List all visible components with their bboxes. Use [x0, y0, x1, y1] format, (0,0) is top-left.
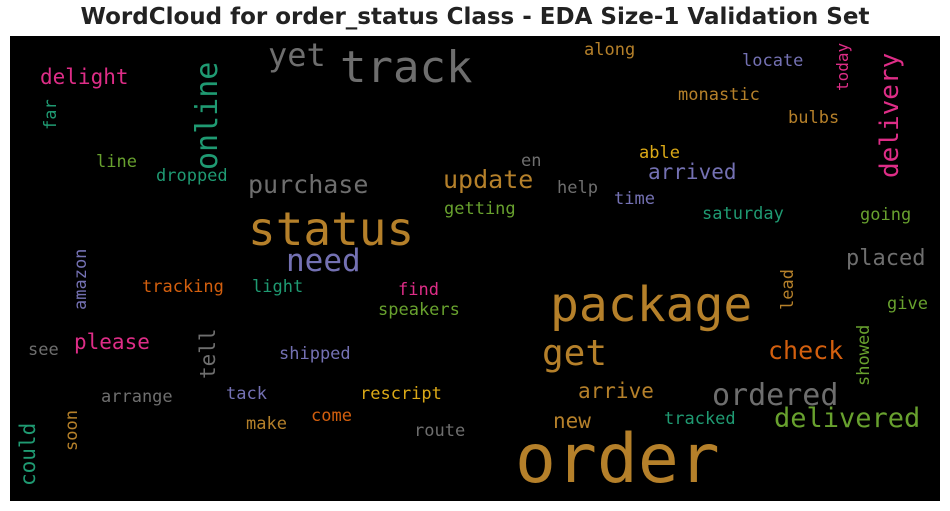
word-rescript: rescript — [360, 384, 442, 404]
word-give: give — [887, 294, 928, 314]
word-package: package — [550, 277, 753, 333]
word-come: come — [311, 406, 352, 426]
word-check: check — [768, 336, 844, 365]
word-lead: lead — [778, 269, 798, 310]
word-update: update — [443, 165, 534, 194]
word-locate: locate — [742, 51, 804, 71]
word-yet: yet — [268, 36, 326, 74]
word-new: new — [553, 409, 591, 433]
word-tell: tell — [196, 328, 220, 379]
word-amazon: amazon — [71, 248, 91, 310]
word-able: able — [639, 143, 680, 163]
word-light: light — [252, 277, 304, 297]
word-far: far — [41, 99, 61, 130]
word-order: order — [515, 420, 720, 499]
word-get: get — [542, 333, 608, 374]
word-bulbs: bulbs — [788, 108, 840, 128]
word-status: status — [248, 202, 415, 256]
word-along: along — [584, 40, 636, 60]
word-en: en — [521, 151, 542, 171]
word-tack: tack — [226, 384, 267, 404]
word-delivered: delivered — [774, 403, 921, 434]
word-line: line — [96, 152, 137, 172]
word-saturday: saturday — [702, 204, 784, 224]
word-need: need — [286, 243, 361, 279]
word-today: today — [833, 42, 852, 91]
word-soon: soon — [62, 410, 82, 451]
word-going: going — [860, 205, 912, 225]
word-route: route — [414, 421, 466, 441]
word-getting: getting — [444, 199, 516, 219]
word-time: time — [614, 189, 655, 209]
wordcloud-canvas: order package status track online delive… — [10, 36, 940, 501]
word-could: could — [16, 422, 40, 486]
word-track: track — [340, 42, 473, 93]
word-arrived: arrived — [648, 160, 737, 184]
chart-title: WordCloud for order_status Class - EDA S… — [80, 4, 870, 30]
word-see: see — [28, 340, 59, 360]
word-ordered: ordered — [712, 378, 839, 413]
word-speakers: speakers — [378, 300, 460, 320]
word-help: help — [557, 178, 598, 198]
word-arrange: arrange — [101, 387, 173, 407]
word-delight: delight — [40, 65, 129, 89]
word-please: please — [74, 330, 150, 354]
word-dropped: dropped — [156, 166, 228, 186]
word-tracked: tracked — [664, 409, 736, 429]
word-online: online — [190, 61, 225, 170]
word-placed: placed — [846, 246, 926, 271]
word-monastic: monastic — [678, 85, 760, 105]
word-shipped: shipped — [279, 344, 351, 364]
word-tracking: tracking — [142, 277, 224, 297]
word-arrive: arrive — [578, 379, 654, 403]
word-purchase: purchase — [248, 170, 369, 199]
word-showed: showed — [854, 324, 874, 386]
word-find: find — [398, 280, 439, 300]
word-make: make — [246, 414, 287, 434]
word-delivery: delivery — [875, 52, 905, 178]
